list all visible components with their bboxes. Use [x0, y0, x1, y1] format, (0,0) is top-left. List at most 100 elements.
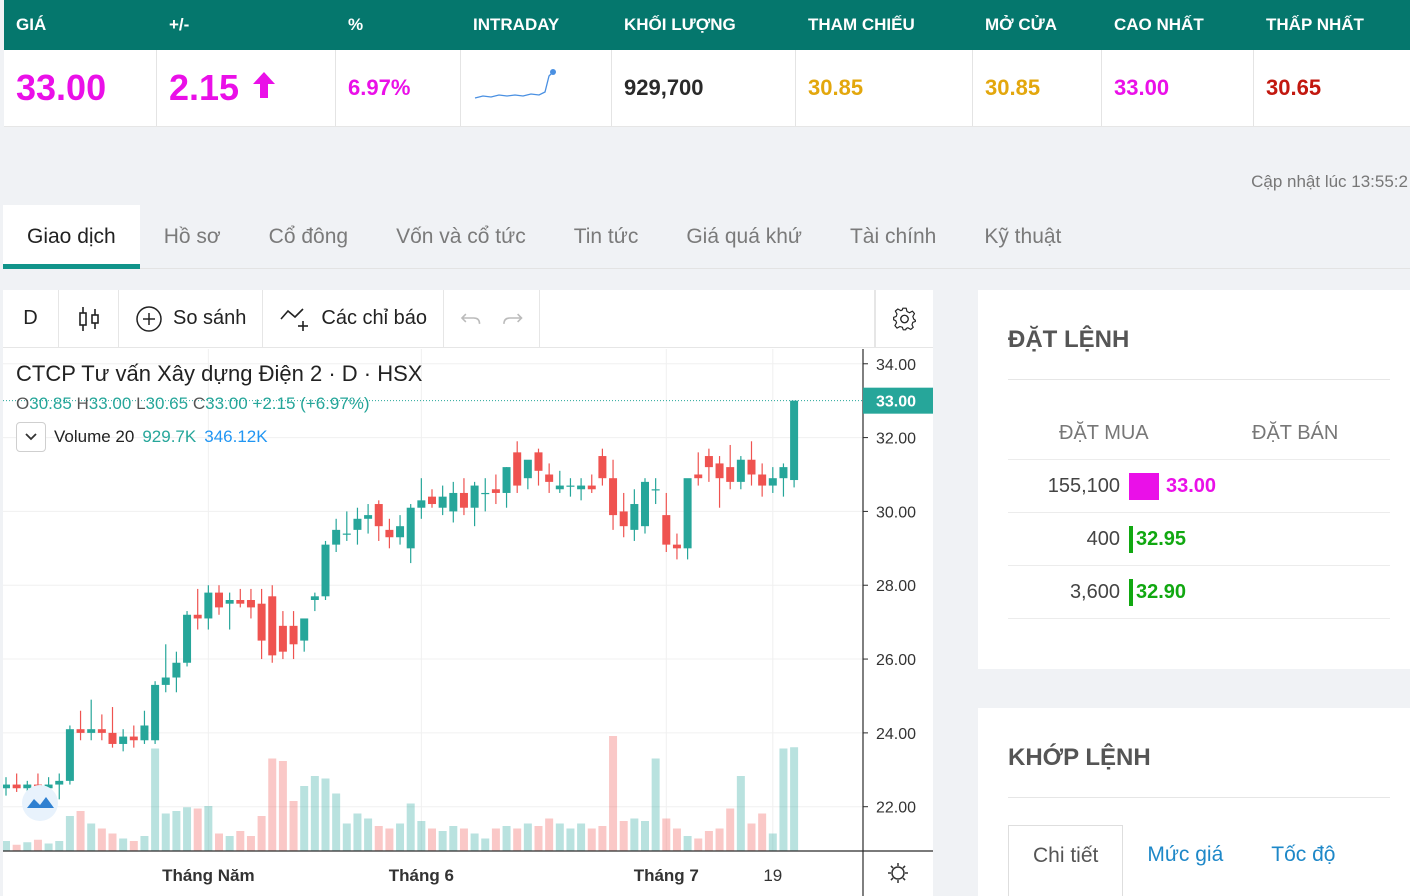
ohlc-close: 33.00 — [205, 394, 248, 413]
volume-bar — [598, 826, 607, 851]
volume-bar — [151, 748, 160, 851]
tab-giao-dich[interactable]: Giao dịch — [3, 205, 140, 269]
candle-body — [598, 456, 607, 479]
candle-body — [672, 544, 681, 549]
axis-settings-icon-ray — [890, 877, 894, 881]
order-volume-bar — [1129, 526, 1133, 553]
candle-body — [97, 729, 106, 733]
volume-bar — [172, 811, 181, 851]
volume-bar — [225, 836, 234, 851]
volume-bar — [12, 844, 21, 851]
sell-header: ĐẶT BÁN — [1252, 422, 1339, 444]
updated-time: Cập nhật lúc 13:55:2 — [1251, 172, 1408, 191]
tab-chi-tiet[interactable]: Chi tiết — [1008, 825, 1124, 896]
volume-bar — [183, 807, 192, 851]
tab-co-dong[interactable]: Cổ đông — [268, 225, 349, 248]
indicators-label: Các chỉ báo — [321, 307, 428, 329]
candle-body — [119, 736, 128, 744]
volume-bar — [76, 811, 85, 851]
header-volume: KHỐI LƯỢNG — [624, 15, 736, 34]
volume-bar — [278, 761, 287, 851]
tab-tai-chinh[interactable]: Tài chính — [849, 225, 937, 248]
candlestick-chart[interactable]: 34.00 32.00 30.00 28.00 26.00 24.00 22.00 33.00… — [2, 349, 933, 896]
candle-body — [385, 529, 394, 538]
undo-icon[interactable] — [460, 310, 482, 328]
header-high: CAO NHẤT — [1114, 15, 1204, 34]
order-row[interactable]: 400 32.95 — [1008, 513, 1390, 566]
candle-body — [651, 489, 660, 491]
order-row[interactable]: 155,100 33.00 — [1008, 460, 1390, 513]
volume-bar — [204, 806, 213, 851]
volume-indicator-label: Volume 20 — [54, 427, 135, 446]
volume-bar — [268, 758, 277, 851]
chevron-down-icon — [25, 433, 37, 441]
candle-body — [225, 600, 234, 604]
redo-icon[interactable] — [502, 310, 524, 328]
tab-muc-gia[interactable]: Mức giá — [1147, 843, 1224, 866]
candle-body — [470, 485, 479, 508]
candle-body — [310, 596, 319, 600]
candle-body — [459, 492, 468, 508]
candle-body — [406, 507, 415, 549]
candle-body — [108, 732, 117, 744]
volume-bar — [236, 831, 245, 851]
volume-bar — [300, 786, 309, 851]
volume-bar — [619, 821, 628, 851]
candle-body — [736, 459, 745, 482]
volume-bar — [609, 736, 618, 851]
high-value: 33.00 — [1114, 75, 1170, 100]
candle-body — [55, 780, 64, 785]
tab-ky-thuat[interactable]: Kỹ thuật — [984, 225, 1062, 248]
quote-table: GIÁ +/- % INTRADAY KHỐI LƯỢNG THAM CHIẾU… — [4, 0, 1410, 127]
indicators-button[interactable]: Các chỉ báo — [263, 290, 445, 347]
candle-body — [332, 529, 341, 545]
volume-bar — [438, 831, 447, 851]
tab-gia-qua-khu[interactable]: Giá quá khứ — [686, 225, 802, 248]
order-row[interactable]: 3,600 32.90 — [1008, 566, 1390, 619]
candle-body — [438, 496, 447, 508]
volume-bar — [2, 841, 10, 851]
compare-button[interactable]: So sánh — [119, 290, 264, 347]
candle-style-button[interactable] — [59, 290, 119, 347]
volume-legend: Volume 20 929.7K 346.12K — [16, 422, 268, 452]
header-reference: THAM CHIẾU — [808, 15, 915, 34]
candlestick-icon — [78, 306, 99, 331]
chart-area[interactable]: 34.00 32.00 30.00 28.00 26.00 24.00 22.00 33.00… — [2, 349, 933, 896]
volume-bar — [587, 828, 596, 851]
open-value: 30.85 — [985, 75, 1041, 100]
volume-bar — [726, 808, 735, 851]
candle-body — [683, 478, 692, 549]
tab-tin-tuc[interactable]: Tin tức — [573, 225, 639, 248]
header-intraday: INTRADAY — [473, 15, 560, 34]
ohlc-low: 30.65 — [145, 394, 189, 413]
header-open: MỞ CỬA — [985, 15, 1058, 34]
volume-bar — [513, 828, 522, 851]
chart-settings-button[interactable] — [875, 290, 933, 347]
tab-von-co-tuc[interactable]: Vốn và cổ tức — [396, 225, 526, 248]
indicator-icon — [280, 307, 309, 331]
ohlc-legend: O30.85 H33.00 L30.65 C33.00 +2.15 (+6.97… — [16, 394, 370, 413]
logo-icon — [27, 797, 54, 808]
volume-value: 929,700 — [624, 75, 704, 100]
volume-indicator-value: 929.7K — [142, 427, 197, 446]
candle-body — [566, 485, 575, 487]
volume-bar — [215, 833, 223, 851]
volume-bar — [491, 828, 500, 851]
volume-bar — [44, 843, 53, 851]
collapse-legend-button[interactable] — [16, 422, 46, 452]
volume-bar — [662, 818, 671, 851]
volume-bar — [758, 813, 767, 851]
quote-header-row: GIÁ +/- % INTRADAY KHỐI LƯỢNG THAM CHIẾU… — [4, 0, 1410, 50]
candle-body — [44, 784, 53, 789]
tab-ho-so[interactable]: Hồ sơ — [163, 225, 221, 248]
candle-body — [726, 467, 735, 482]
volume-bar — [566, 828, 575, 851]
volume-bar — [353, 813, 362, 851]
interval-button[interactable]: D — [3, 290, 59, 347]
candle-body — [747, 459, 756, 475]
tab-toc-do[interactable]: Tốc độ — [1271, 843, 1336, 866]
chart-toolbar: D So sánh Các chỉ báo — [3, 290, 933, 348]
x-tick-label: Tháng 6 — [389, 866, 454, 885]
ohlc-open: 30.85 — [29, 394, 72, 413]
volume-bar — [790, 747, 799, 851]
